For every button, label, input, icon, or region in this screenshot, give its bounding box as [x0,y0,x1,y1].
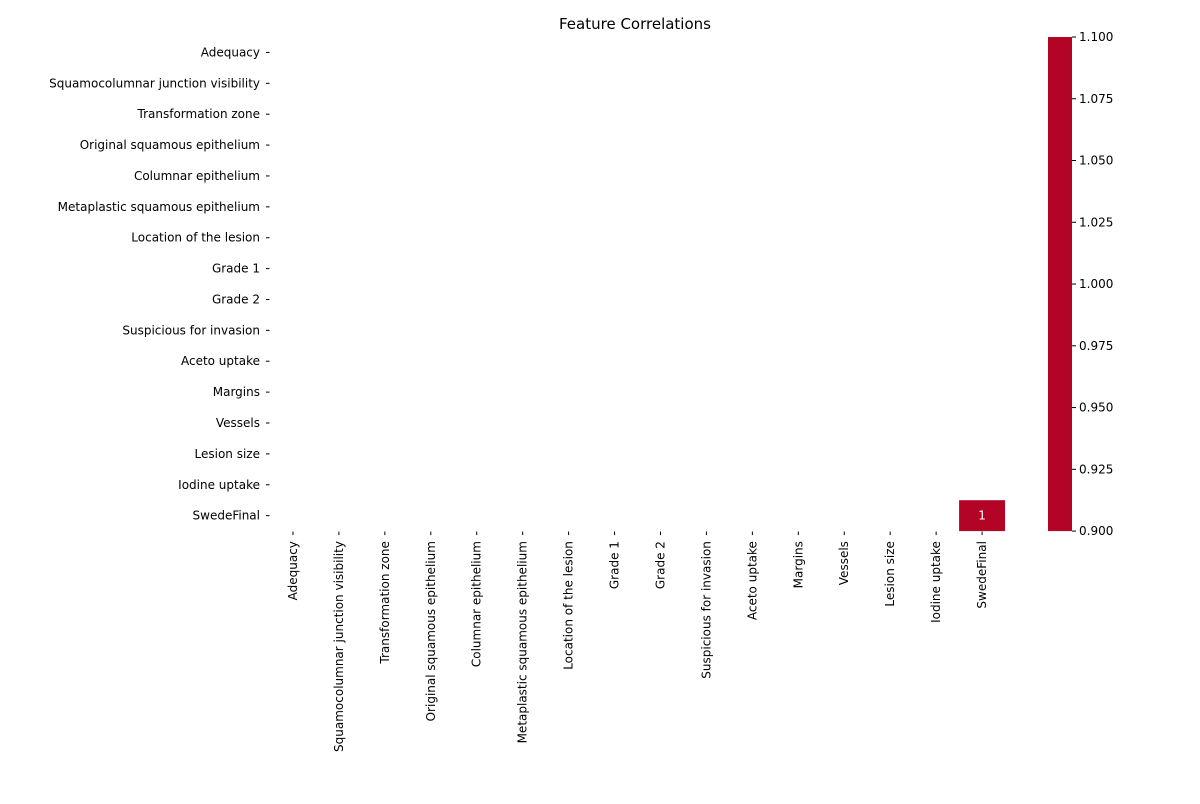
colorbar-tick-label: 1.025 [1079,215,1113,229]
y-tick-label: Metaplastic squamous epithelium [58,200,260,214]
x-tick-label: Aceto uptake [745,541,759,620]
y-tick-label: SwedeFinal [193,509,260,523]
chart-title: Feature Correlations [559,15,711,33]
y-tick-label: Suspicious for invasion [122,323,260,337]
colorbar-tick-label: 0.950 [1079,401,1113,415]
x-tick-label: Grade 1 [608,541,622,589]
colorbar-tick-label: 1.050 [1079,154,1113,168]
x-tick-label: SwedeFinal [975,541,989,608]
y-axis: Adequacy Squamocolumnar junction visibili… [49,45,270,523]
y-tick-label: Location of the lesion [131,231,260,245]
x-tick-label: Iodine uptake [929,541,943,623]
x-tick-label: Lesion size [883,541,897,606]
colorbar-tick-label: 0.900 [1079,524,1113,538]
x-tick-label: Suspicious for invasion [699,541,713,679]
x-tick-label: Squamocolumnar junction visibility [332,541,346,752]
colorbar-tick-label: 0.925 [1079,462,1113,476]
x-tick-label: Transformation zone [378,541,392,664]
y-tick-label: Aceto uptake [181,354,260,368]
x-tick-label: Original squamous epithelium [424,541,438,721]
heatmap-cells: 1 [959,500,1006,532]
colorbar-tick-label: 1.075 [1079,92,1113,106]
x-tick-label: Adequacy [286,541,300,600]
y-tick-label: Grade 1 [212,262,260,276]
y-tick-label: Adequacy [201,45,260,59]
y-tick-label: Lesion size [195,447,260,461]
colorbar: 0.900 0.925 0.950 0.975 1.000 1.025 1.050 1.075… [1048,30,1113,538]
colorbar-tick-label: 0.975 [1079,339,1113,353]
heatmap-cell [959,500,1006,532]
x-tick-label: Metaplastic squamous epithelium [516,541,530,743]
x-tick-label: Vessels [837,541,851,585]
x-tick-label: Location of the lesion [562,541,576,670]
colorbar-tick-label: 1.100 [1079,30,1113,44]
y-tick-label: Iodine uptake [178,478,260,492]
y-tick-label: Vessels [216,416,260,430]
y-tick-label: Original squamous epithelium [80,138,260,152]
y-tick-label: Transformation zone [137,107,260,121]
y-tick-label: Squamocolumnar junction visibility [49,76,260,90]
y-tick-label: Grade 2 [212,292,260,306]
colorbar-bar [1048,37,1072,532]
y-tick-label: Margins [213,385,260,399]
colorbar-tick-label: 1.000 [1079,277,1113,291]
x-axis: Adequacy Squamocolumnar junction visibili… [286,531,989,752]
x-tick-label: Margins [791,541,805,588]
y-tick-label: Columnar epithelium [134,169,260,183]
cell-value-label: 1 [978,509,986,523]
x-tick-label: Columnar epithelium [470,541,484,667]
x-tick-label: Grade 2 [653,541,667,589]
